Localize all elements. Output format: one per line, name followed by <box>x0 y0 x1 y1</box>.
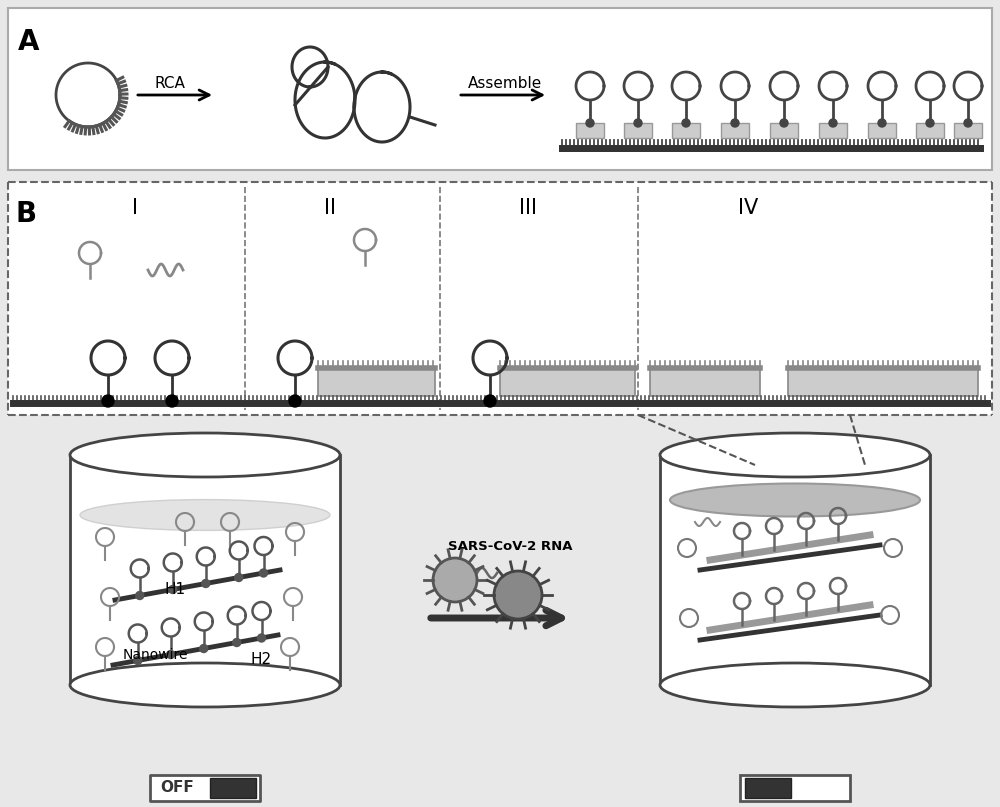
Ellipse shape <box>70 663 340 707</box>
Ellipse shape <box>660 433 930 477</box>
Text: A: A <box>18 28 40 56</box>
Bar <box>660 455 930 685</box>
Bar <box>954 123 982 138</box>
Circle shape <box>166 395 178 407</box>
Bar <box>8 182 992 415</box>
Text: IV: IV <box>738 198 758 218</box>
Circle shape <box>102 395 114 407</box>
Bar <box>576 123 604 138</box>
Text: B: B <box>15 200 36 228</box>
Circle shape <box>200 645 208 653</box>
Circle shape <box>433 558 477 602</box>
Bar <box>788 368 978 396</box>
Text: RCA: RCA <box>155 76 186 91</box>
Bar <box>624 123 652 138</box>
Circle shape <box>134 657 142 664</box>
Text: I: I <box>132 198 138 218</box>
Bar <box>210 778 256 798</box>
Text: II: II <box>324 198 336 218</box>
Circle shape <box>878 119 886 127</box>
Circle shape <box>964 119 972 127</box>
Text: SARS-CoV-2 RNA: SARS-CoV-2 RNA <box>448 540 572 553</box>
Circle shape <box>731 119 739 127</box>
Bar <box>672 123 700 138</box>
Circle shape <box>167 650 175 659</box>
Circle shape <box>202 579 210 587</box>
Bar <box>819 123 847 138</box>
Text: OFF: OFF <box>160 780 194 796</box>
Bar <box>650 368 760 396</box>
Bar <box>740 775 850 801</box>
Text: Nanowire: Nanowire <box>123 648 188 662</box>
Ellipse shape <box>670 483 920 516</box>
Bar <box>916 123 944 138</box>
Bar <box>150 775 260 801</box>
Circle shape <box>169 586 177 593</box>
Ellipse shape <box>80 500 330 530</box>
Text: H1: H1 <box>165 583 186 597</box>
Circle shape <box>682 119 690 127</box>
Circle shape <box>829 119 837 127</box>
Circle shape <box>926 119 934 127</box>
Circle shape <box>780 119 788 127</box>
Ellipse shape <box>70 433 340 477</box>
Bar <box>8 8 992 170</box>
Bar <box>721 123 749 138</box>
Circle shape <box>289 395 301 407</box>
Circle shape <box>494 571 542 619</box>
Circle shape <box>484 395 496 407</box>
Text: Assemble: Assemble <box>468 76 542 91</box>
Circle shape <box>258 634 266 642</box>
Bar <box>770 123 798 138</box>
Circle shape <box>586 119 594 127</box>
Circle shape <box>634 119 642 127</box>
Circle shape <box>233 638 241 646</box>
Bar <box>70 455 340 685</box>
Bar <box>868 123 896 138</box>
Text: H2: H2 <box>250 653 271 667</box>
Bar <box>318 368 435 396</box>
Circle shape <box>235 574 243 582</box>
Text: III: III <box>519 198 537 218</box>
Text: ON: ON <box>804 780 830 796</box>
Circle shape <box>260 569 268 577</box>
Bar <box>500 368 635 396</box>
Circle shape <box>136 592 144 600</box>
Ellipse shape <box>660 663 930 707</box>
Bar <box>745 778 791 798</box>
